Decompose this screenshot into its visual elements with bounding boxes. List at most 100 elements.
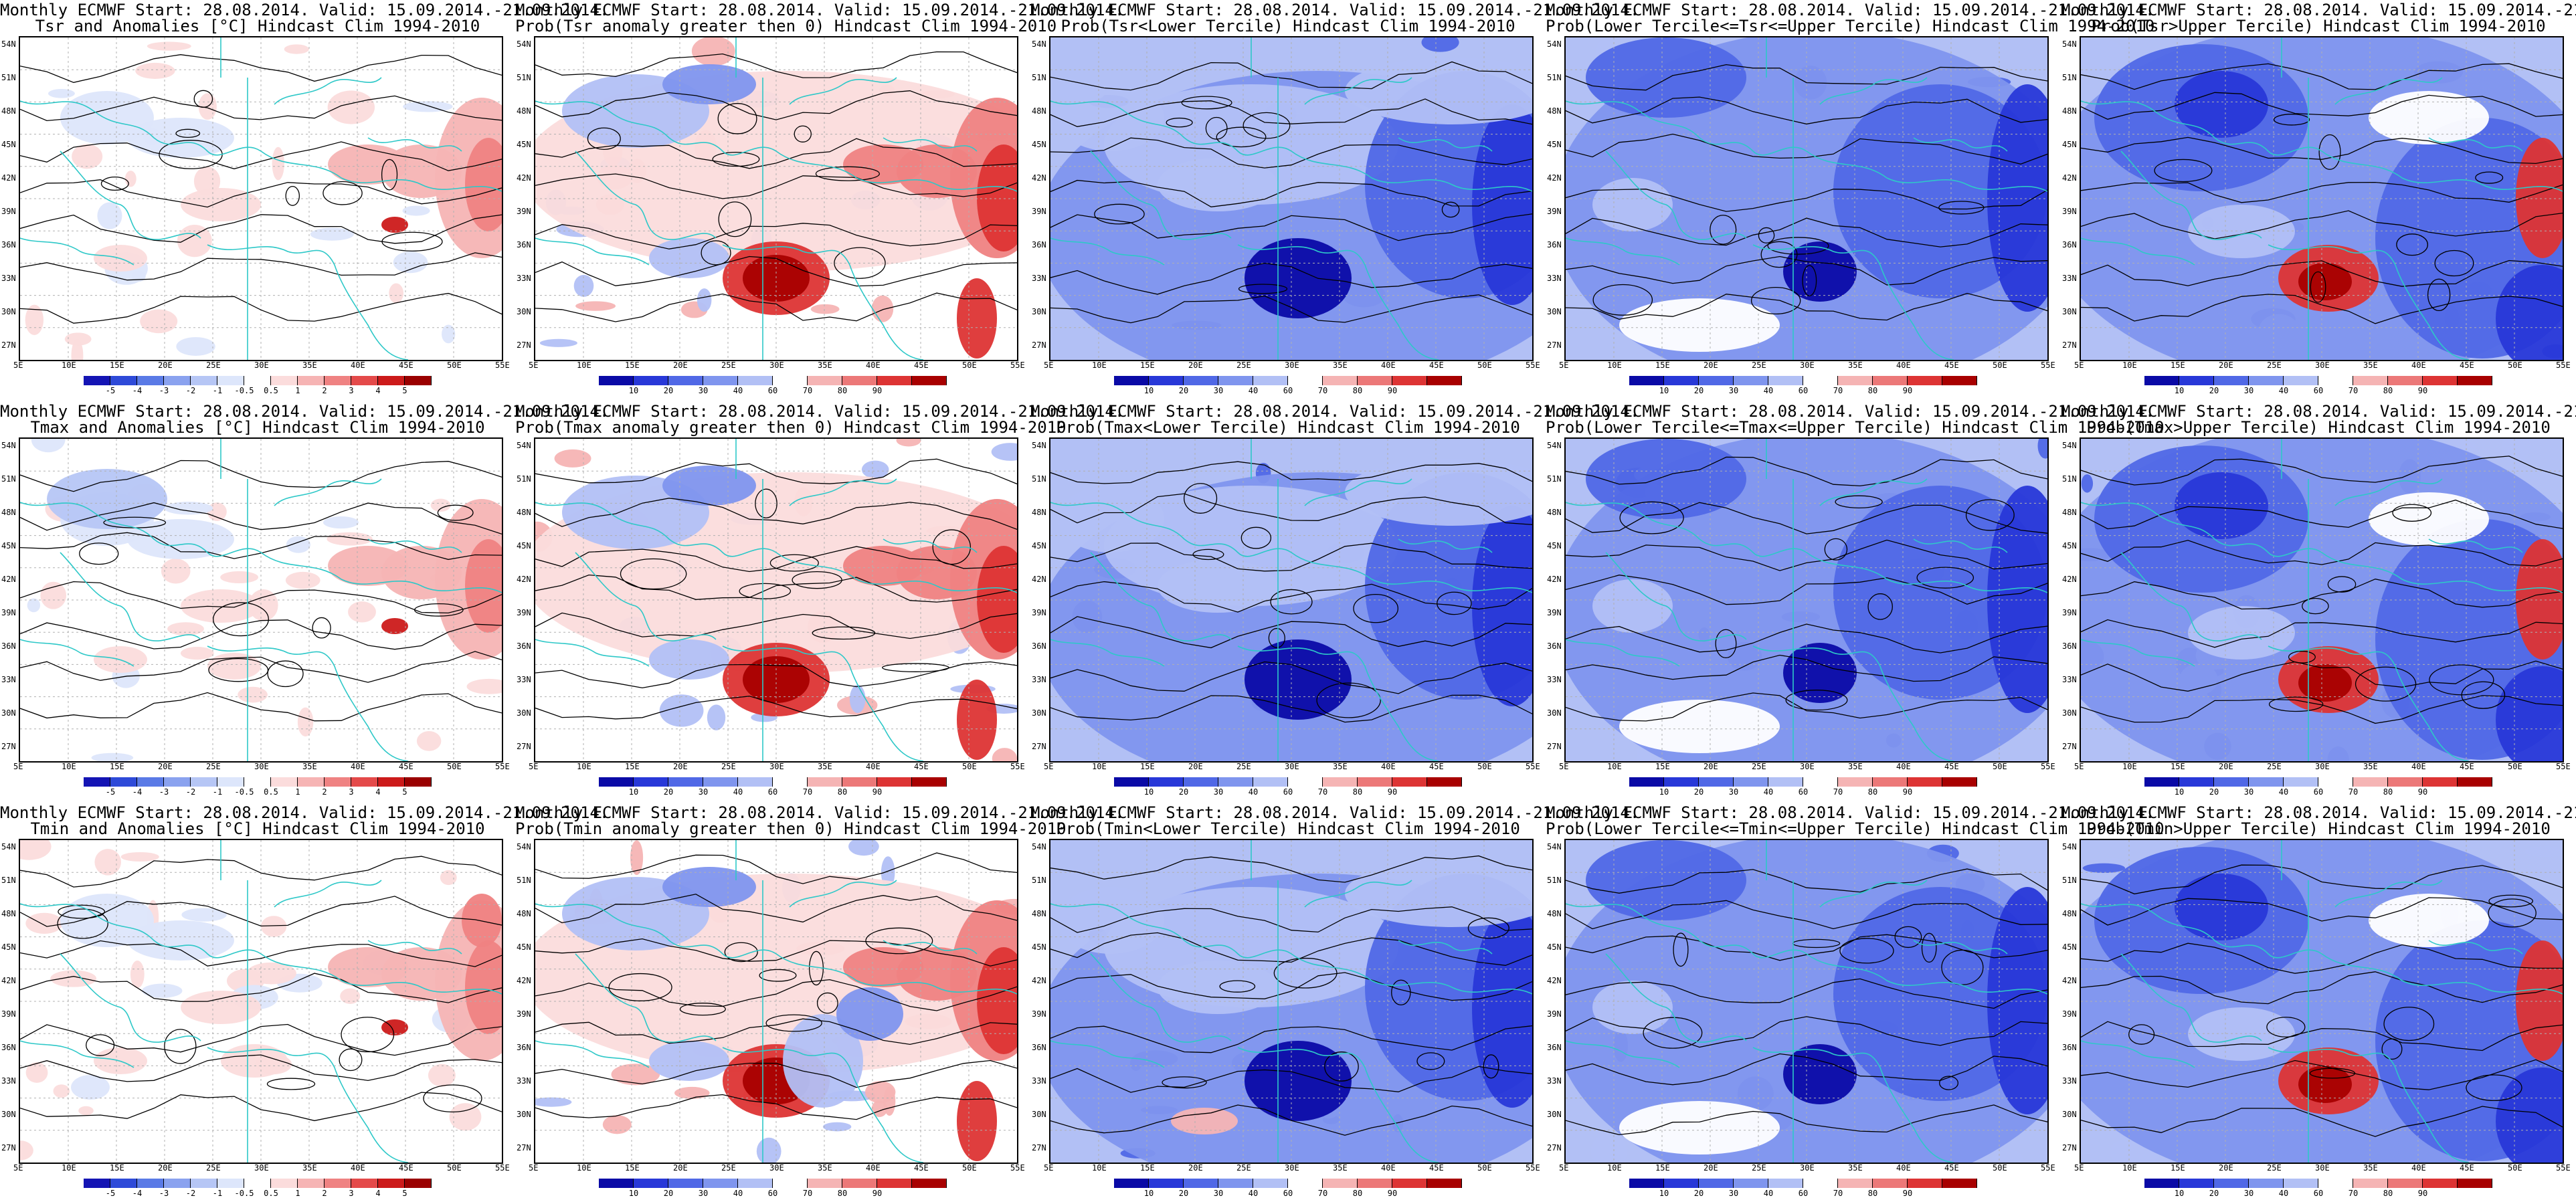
map-panel-tmax-low: Monthly ECMWF Start: 28.08.2014. Valid: … [1030,401,1639,803]
lat-tick-label: 51N [1,876,16,885]
lat-tick-label: 39N [1,207,16,216]
lon-tick-label: 15E [110,1163,124,1173]
map-area [1049,437,1534,763]
colorbar-segment [2388,1179,2423,1188]
colorbar-segment [1392,1179,1427,1188]
colorbar-segment [1768,1179,1803,1188]
lon-tick-label: 30E [254,1163,269,1173]
colorbar-segment [703,1179,738,1188]
lat-tick-label: 39N [1032,1009,1046,1019]
colorbar-tick-label: 30 [1213,1189,1224,1198]
colorbar-segment [1873,1179,1908,1188]
colorbar-segment [2458,777,2492,787]
colorbar-tick-label: 30 [2243,386,2254,395]
lat-tick-label: 48N [517,909,531,918]
isotherm-contours [2081,864,2563,1137]
map-field-svg [535,439,1017,761]
colorbar-tick-label: -3 [159,1189,169,1198]
lat-tick-label: 54N [1032,39,1046,49]
colorbar-segment [1942,376,1977,385]
lat-tick-label: 48N [1,508,16,517]
lat-tick-label: 39N [517,207,531,216]
map-area [1049,839,1534,1164]
panel-title-line1: Monthly ECMWF Start: 28.08.2014. Valid: … [1546,803,2155,822]
lon-tick-label: 40E [866,361,881,370]
lat-tick-label: 42N [1032,575,1046,584]
colorbar-segment [137,376,164,385]
lat-tick-label: 42N [1,575,16,584]
lat-tick-label: 27N [1032,742,1046,751]
colorbar-tick-label: 90 [1902,787,1913,797]
colorbar-segment [1768,777,1803,787]
colorbar-segment [164,1179,191,1188]
graticule [1566,439,2047,761]
lon-tick-label: 55E [1526,361,1540,370]
colorbar-segment [2144,777,2179,787]
colorbar-tick-label: 30 [2243,1189,2254,1198]
colorbar-segment [599,777,634,787]
colorbar-segment [2353,1179,2388,1188]
lat-tick-label: 45N [1547,942,1562,952]
colorbar-segment [1803,777,1838,787]
lat-tick-label: 36N [1547,641,1562,651]
lat-tick-label: 48N [2062,106,2077,116]
colorbar-segment [634,777,668,787]
colorbar-tick-label: 20 [1693,386,1704,395]
colorbar-tick-label: 20 [2209,386,2219,395]
colorbar-segment [325,376,351,385]
colorbar-segment [1253,1179,1288,1188]
colorbar-tick-label: 2 [322,787,327,797]
colorbar-segment [2179,376,2214,385]
colorbar-segment [2353,777,2388,787]
colorbar-tick-label: 90 [1387,386,1398,395]
colorbar-segment [738,1179,773,1188]
colorbar-segment [405,1179,432,1188]
colorbar-segment [164,376,191,385]
lon-tick-label: 25E [2267,762,2282,771]
colorbar-segment [1288,777,1323,787]
colorbar-segment [1184,777,1218,787]
lon-tick-label: 20E [673,762,688,771]
colorbar-segment [1838,777,1873,787]
lat-tick-label: 33N [2062,675,2077,684]
colorbar-tick-label: 70 [802,386,813,395]
colorbar-segment [378,777,405,787]
colorbar-segment [2423,777,2458,787]
colorbar-tick-label: 20 [1693,1189,1704,1198]
colorbar-tick-label: 30 [2243,787,2254,797]
colorbar [1629,376,1977,385]
colorbar-tick-label: 10 [628,1189,639,1198]
colorbar-tick-label: 90 [1902,1189,1913,1198]
colorbar-segment [1114,777,1149,787]
lon-tick-label: 25E [721,1163,736,1173]
colorbar-segment [1908,777,1942,787]
colorbar-segment [110,376,137,385]
panel-title-line2: Prob(Tsr>Upper Tercile) Hindcast Clim 19… [2091,17,2546,35]
colorbar-tick-label: 40 [733,386,743,395]
lat-tick-label: 54N [2062,842,2077,851]
colorbar-segment [217,777,244,787]
colorbar-tick-label: 80 [837,787,848,797]
lat-tick-label: 48N [1,909,16,918]
lat-tick-label: 42N [1032,976,1046,985]
colorbar-segment [912,777,947,787]
colorbar-tick-label: 70 [1317,386,1328,395]
map-panel-tmin-mid: Monthly ECMWF Start: 28.08.2014. Valid: … [1546,803,2165,1204]
lon-tick-label: 25E [2267,361,2282,370]
colorbar-segment [2249,777,2284,787]
colorbar-tick-label: 10 [1659,1189,1669,1198]
isotherm-contours [1050,855,1532,1136]
shaded-field [20,840,502,1161]
lat-tick-label: 36N [1032,240,1046,249]
lon-tick-label: 35E [818,361,832,370]
lat-tick-label: 48N [517,106,531,116]
lon-tick-label: 35E [2363,762,2378,771]
lat-tick-label: 33N [1032,675,1046,684]
colorbar-segment [191,777,217,787]
lon-tick-label: 40E [1381,1163,1396,1173]
lat-tick-label: 27N [2062,742,2077,751]
lat-tick-label: 54N [1547,842,1562,851]
colorbar-tick-label: 40 [733,1189,743,1198]
colorbar [2144,1179,2492,1188]
lon-tick-label: 40E [1381,762,1396,771]
